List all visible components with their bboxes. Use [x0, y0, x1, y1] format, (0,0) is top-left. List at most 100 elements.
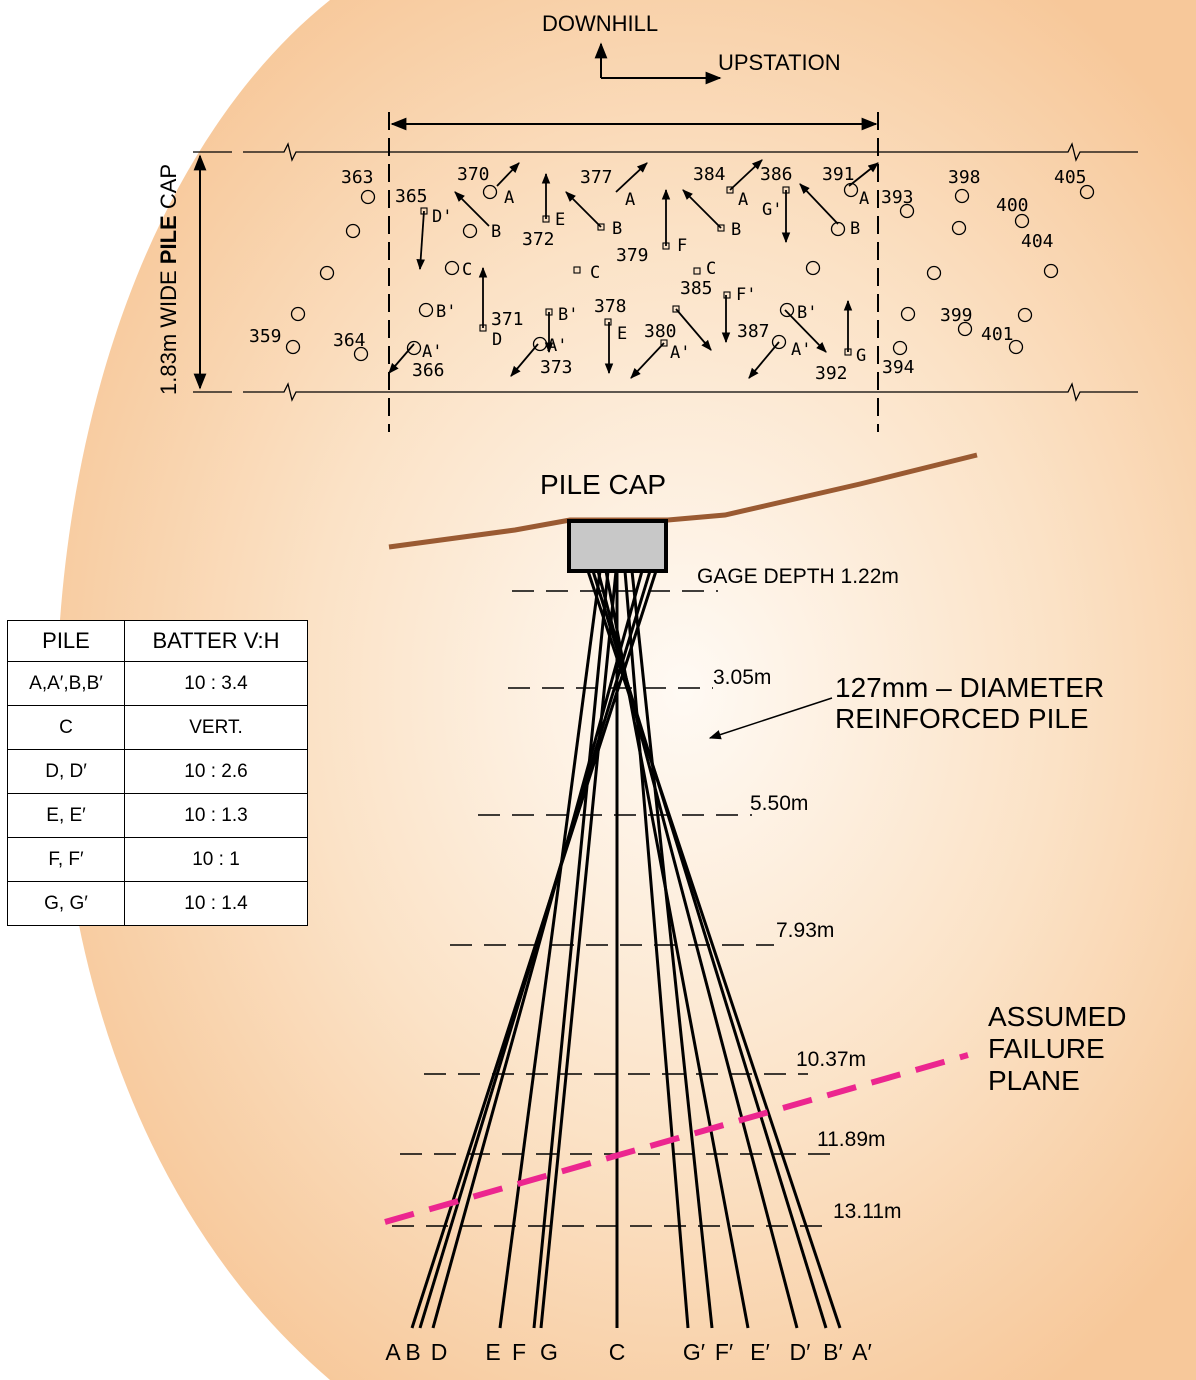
pile-bottom-label: B′ [823, 1339, 843, 1365]
batter-arrow [682, 189, 722, 229]
pile-letter: D' [432, 207, 452, 227]
pile-bottom-labels: A B D E F G C G′ F′ E′ D′ B′ A′ [385, 1339, 872, 1365]
batter-arrow [784, 309, 827, 353]
pile-number: 392 [815, 363, 848, 384]
pile-letter: A' [547, 336, 567, 356]
pile-circle [954, 188, 970, 204]
pile-marker [723, 291, 731, 299]
table-cell-pile: F, F′ [7, 837, 125, 882]
pile-circle [899, 203, 915, 219]
pile-circle [406, 340, 422, 356]
table-cell-pile: G, G′ [7, 881, 125, 926]
table-cell-batter: 10 : 1.4 [124, 881, 308, 926]
pile-letter: D [492, 330, 502, 350]
batter-direction-arrows [388, 159, 879, 379]
pile-number: 364 [333, 330, 366, 351]
table-header-pile: PILE [7, 620, 125, 662]
pile-line [630, 570, 714, 1329]
pile-letter: C [706, 259, 716, 279]
pile-description-label: 127mm – DIAMETER REINFORCED PILE [835, 672, 1104, 734]
batter-arrow [510, 343, 539, 377]
pile-circle [353, 346, 369, 362]
pile-number: 399 [940, 305, 973, 326]
table-cell-batter: 10 : 1 [124, 837, 308, 882]
pile-number: 391 [822, 164, 855, 185]
pile-number: 366 [412, 360, 445, 381]
pile-circle [1008, 339, 1024, 355]
pile-bottom-label: E [485, 1339, 500, 1365]
gage-depth-label: 5.50m [750, 792, 808, 815]
pile-line [591, 570, 828, 1329]
pile-number: 387 [737, 321, 770, 342]
pile-letter: B [850, 219, 860, 239]
pile-letter: C [590, 263, 600, 283]
table-header-row: PILE BATTER V:H [7, 620, 308, 662]
pile-number: 398 [948, 167, 981, 188]
pile-number: 401 [981, 324, 1014, 345]
pile-letter: G' [762, 200, 782, 220]
pile-circle [444, 260, 460, 276]
pile-number: 372 [522, 229, 555, 250]
table-cell-batter: 10 : 1.3 [124, 793, 308, 838]
plan-view: DOWNHILL UPSTATION 1.83m WIDE PILE CAP 3… [156, 11, 1138, 432]
pile-line [431, 570, 644, 1329]
pile-bottom-label: G′ [683, 1339, 705, 1365]
pile-number: 400 [996, 195, 1029, 216]
pile-line [498, 570, 602, 1329]
table-cell-batter: 10 : 2.6 [124, 749, 308, 794]
pile-circle [1017, 307, 1033, 323]
pile-bottom-label: C [609, 1339, 626, 1365]
gage-depth-label: 13.11m [833, 1200, 902, 1223]
table-cell-pile: C [7, 705, 125, 750]
pile-number: 365 [395, 186, 428, 207]
pile-marker [660, 339, 668, 347]
pile-number: 380 [644, 321, 677, 342]
plan-boundary-lines [243, 142, 1138, 402]
pile-number: 404 [1021, 231, 1054, 252]
pile-circle [1014, 213, 1030, 229]
pile-letter: B [491, 222, 501, 242]
pile-bottom-label: A [385, 1339, 401, 1365]
pile-gauge-circles [285, 182, 1095, 362]
pile-circle [1043, 263, 1059, 279]
batter-arrow [565, 191, 602, 228]
table-row: D, D′ 10 : 2.6 [7, 749, 308, 794]
pile-circle [830, 221, 846, 237]
table-cell-pile: E, E′ [7, 793, 125, 838]
pile-number: 405 [1054, 167, 1087, 188]
pile-circle [319, 265, 335, 281]
table-row: A,A′,B,B′ 10 : 3.4 [7, 661, 308, 706]
downhill-label: DOWNHILL [542, 11, 658, 36]
pile-number: 386 [760, 164, 793, 185]
batter-arrow [416, 210, 425, 271]
pile-circle [805, 260, 821, 276]
pile-bottom-label: F′ [715, 1339, 733, 1365]
pile-circle [285, 339, 301, 355]
gage-depth-label: 3.05m [713, 666, 771, 689]
pile-bottom-label: D [431, 1339, 448, 1365]
pile-number: 378 [594, 296, 627, 317]
pile-marker [597, 223, 605, 231]
pile-circle [892, 340, 908, 356]
assumed-failure-plane [384, 1052, 969, 1225]
pile-bottom-label: B [405, 1339, 420, 1365]
pile-letter: A [859, 189, 869, 209]
pile-number: 373 [540, 357, 573, 378]
pile-letter: F [677, 236, 687, 256]
pile-number: 377 [580, 167, 613, 188]
pile-number: 363 [341, 167, 374, 188]
pile-number: 379 [616, 245, 649, 266]
pile-circle [482, 184, 498, 200]
pile-line [418, 570, 652, 1329]
gage-depth-label: GAGE DEPTH 1.22m [697, 565, 899, 588]
pile-number: 384 [693, 164, 726, 185]
pile-marker [717, 224, 725, 232]
table-row: F, F′ 10 : 1 [7, 837, 308, 882]
pile-number: 385 [680, 278, 713, 299]
gage-depth-label: 10.37m [796, 1048, 866, 1071]
pile-bottom-label: G [540, 1339, 558, 1365]
pile-cap-width-label: 1.83m WIDE PILE CAP [156, 164, 181, 395]
pile-letter: B [731, 220, 741, 240]
